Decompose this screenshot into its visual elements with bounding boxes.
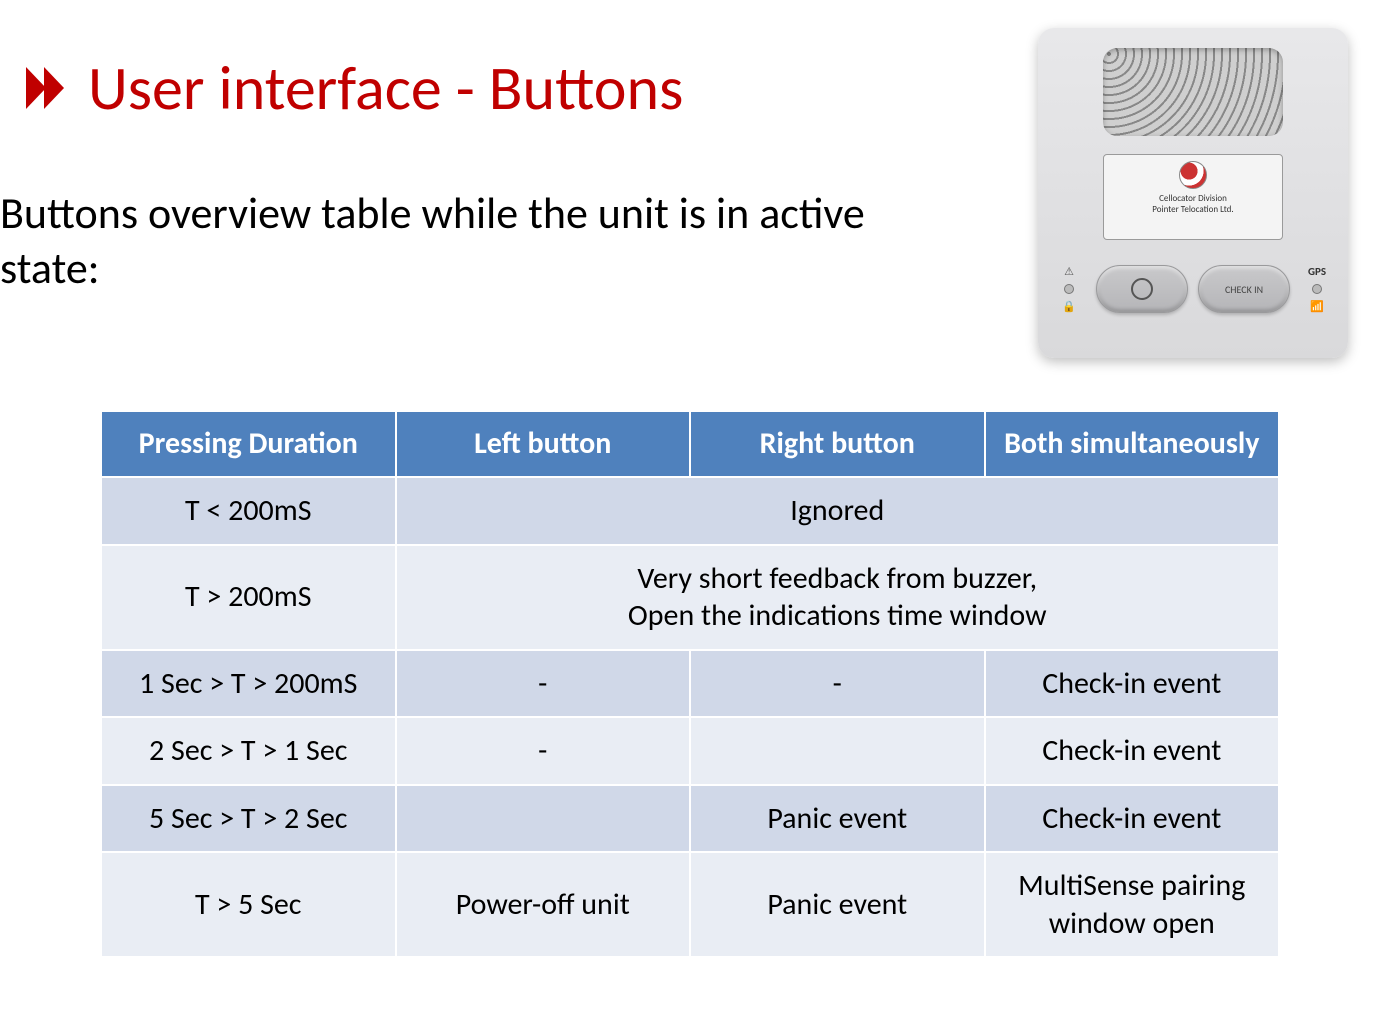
device-checkin-label: CHECK IN	[1225, 283, 1263, 296]
cell-left	[396, 785, 691, 853]
table-row: T < 200mS Ignored	[101, 477, 1279, 545]
device-logo-icon	[1179, 161, 1207, 189]
cell-duration: T < 200mS	[101, 477, 396, 545]
subtitle-text: Buttons overview table while the unit is…	[0, 186, 920, 296]
col-pressing-duration: Pressing Duration	[101, 411, 396, 477]
table-row: 2 Sec > T > 1 Sec - Check-in event	[101, 717, 1279, 785]
device-brand-line2: Pointer Telocation Ltd.	[1104, 204, 1282, 215]
table-header-row: Pressing Duration Left button Right butt…	[101, 411, 1279, 477]
buttons-table: Pressing Duration Left button Right butt…	[100, 410, 1280, 958]
device-power-button	[1096, 265, 1188, 313]
device-checkin-button: CHECK IN	[1198, 265, 1290, 313]
cell-duration: 5 Sec > T > 2 Sec	[101, 785, 396, 853]
cell-right	[690, 717, 985, 785]
col-right-button: Right button	[690, 411, 985, 477]
cell-right: Panic event	[690, 852, 985, 957]
led-dot-icon	[1064, 284, 1074, 294]
cell-duration: 2 Sec > T > 1 Sec	[101, 717, 396, 785]
device-label-plate: Cellocator Division Pointer Telocation L…	[1103, 154, 1283, 240]
cell-left: -	[396, 650, 691, 718]
table-row: T > 200mS Very short feedback from buzze…	[101, 545, 1279, 650]
cell-duration: T > 200mS	[101, 545, 396, 650]
table-body: T < 200mS Ignored T > 200mS Very short f…	[101, 477, 1279, 957]
device-button-row: ⚠ 🔒 CHECK IN GPS 📶	[1038, 262, 1348, 316]
device-photo: Cellocator Division Pointer Telocation L…	[1038, 28, 1348, 358]
cell-span: Ignored	[396, 477, 1280, 545]
page-title: User interface - Buttons	[88, 50, 683, 126]
cell-both: Check-in event	[985, 650, 1280, 718]
cell-both: MultiSense pairing window open	[985, 852, 1280, 957]
cell-right: Panic event	[690, 785, 985, 853]
device-speaker	[1103, 48, 1283, 136]
slide: User interface - Buttons Buttons overvie…	[0, 0, 1388, 1024]
cell-span: Very short feedback from buzzer, Open th…	[396, 545, 1280, 650]
chevron-icon	[20, 61, 74, 115]
col-both: Both simultaneously	[985, 411, 1280, 477]
cell-left: -	[396, 717, 691, 785]
table-row: 1 Sec > T > 200mS - - Check-in event	[101, 650, 1279, 718]
table-row: T > 5 Sec Power-off unit Panic event Mul…	[101, 852, 1279, 957]
signal-icon: 📶	[1310, 300, 1324, 313]
device-left-leds: ⚠ 🔒	[1052, 265, 1086, 313]
lock-icon: 🔒	[1062, 300, 1076, 313]
col-left-button: Left button	[396, 411, 691, 477]
cell-both: Check-in event	[985, 717, 1280, 785]
led-dot-icon	[1312, 284, 1322, 294]
cell-both: Check-in event	[985, 785, 1280, 853]
warning-icon: ⚠	[1064, 265, 1074, 278]
gps-label: GPS	[1308, 265, 1326, 278]
cell-left: Power-off unit	[396, 852, 691, 957]
device-brand-line1: Cellocator Division	[1104, 193, 1282, 204]
device-right-leds: GPS 📶	[1300, 265, 1334, 313]
cell-duration: T > 5 Sec	[101, 852, 396, 957]
cell-duration: 1 Sec > T > 200mS	[101, 650, 396, 718]
buttons-table-wrap: Pressing Duration Left button Right butt…	[100, 410, 1280, 958]
cell-right: -	[690, 650, 985, 718]
table-row: 5 Sec > T > 2 Sec Panic event Check-in e…	[101, 785, 1279, 853]
